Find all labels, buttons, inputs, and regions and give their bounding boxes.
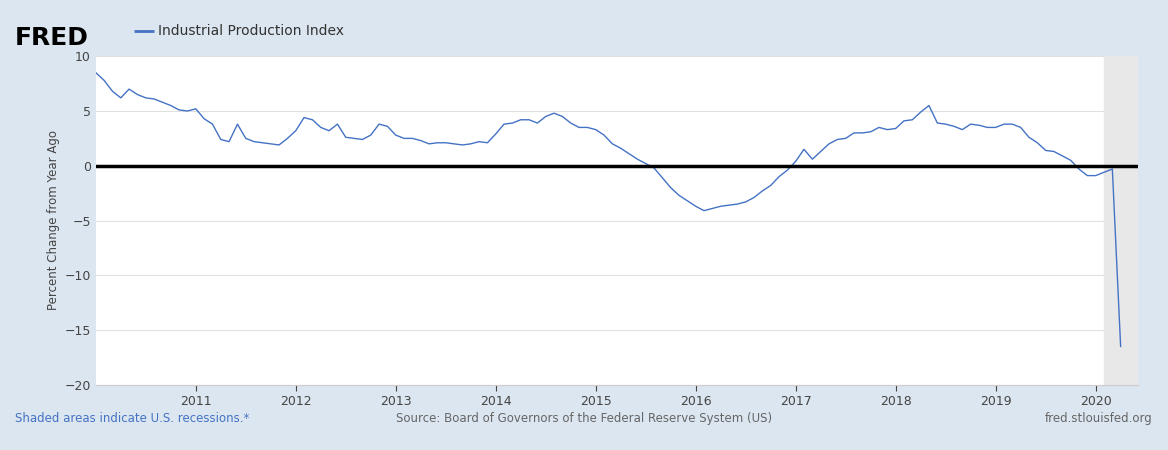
Text: Source: Board of Governors of the Federal Reserve System (US): Source: Board of Governors of the Federa…	[396, 413, 772, 425]
Text: Shaded areas indicate U.S. recessions.*: Shaded areas indicate U.S. recessions.*	[15, 413, 250, 425]
Bar	[1104, 56, 1138, 385]
Y-axis label: Percent Change from Year Ago: Percent Change from Year Ago	[48, 130, 61, 310]
Text: FRED: FRED	[15, 26, 89, 50]
Text: fred.stlouisfed.org: fred.stlouisfed.org	[1045, 413, 1153, 425]
Text: Industrial Production Index: Industrial Production Index	[158, 24, 343, 38]
